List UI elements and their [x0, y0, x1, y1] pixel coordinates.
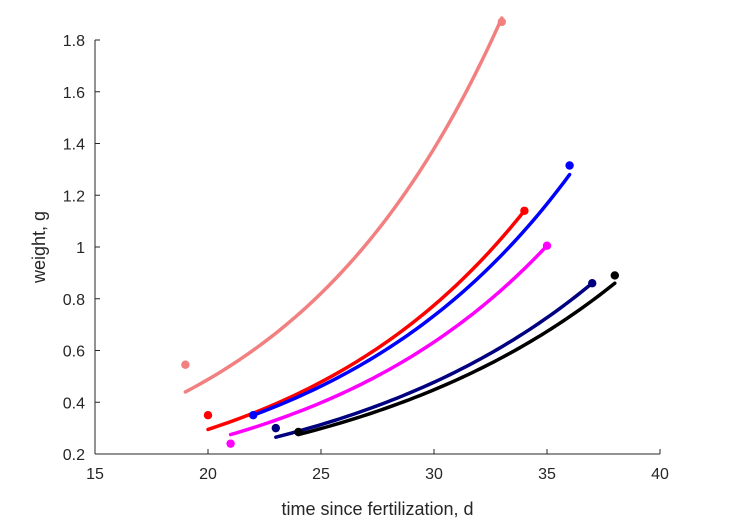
fit-curve [183, 16, 504, 394]
data-point [565, 161, 574, 170]
y-tick-label: 1.6 [63, 85, 85, 102]
y-tick-label: 1 [76, 240, 85, 257]
data-point [542, 241, 552, 250]
data-point [271, 423, 280, 433]
data-point [249, 410, 258, 420]
y-tick-label: 1.2 [63, 188, 85, 205]
series-4 [226, 241, 552, 448]
data-point [181, 360, 190, 369]
x-axis-label: time since fertilization, d [281, 499, 473, 519]
data-point [294, 427, 303, 437]
series-5 [271, 279, 597, 439]
y-tick-label: 1.4 [63, 137, 85, 154]
y-tick-label: 0.4 [63, 395, 85, 412]
fit-curve [274, 281, 594, 439]
fit-curve [228, 243, 549, 437]
series-3 [249, 161, 574, 420]
x-tick-label: 25 [312, 466, 330, 483]
x-tick-label: 20 [199, 466, 217, 483]
data-point [226, 439, 235, 448]
x-tick-label: 15 [86, 466, 104, 483]
series-1 [181, 16, 506, 394]
fit-curve [296, 281, 617, 437]
fit-curve [206, 209, 527, 432]
x-tick-label: 30 [425, 466, 443, 483]
data-point [610, 271, 619, 280]
data-point [497, 17, 506, 27]
data-point [203, 410, 213, 420]
series-2 [203, 206, 529, 432]
x-tick-label: 35 [538, 466, 556, 483]
data-point [588, 279, 597, 288]
y-tick-label: 0.8 [63, 292, 85, 309]
y-axis-label: weight, g [29, 211, 49, 284]
y-tick-label: 0.6 [63, 344, 85, 361]
y-tick-label: 1.8 [63, 33, 85, 50]
series-6 [294, 271, 619, 437]
axis-labels: time since fertilization, d weight, g [29, 211, 474, 519]
y-tick-label: 0.2 [63, 447, 85, 464]
axes: 15 20 25 30 35 40 0.2 0.4 0.6 0.8 1 1.2 1.4 1.6 1.8 [63, 33, 669, 483]
fit-curve [251, 172, 572, 417]
data-point [520, 206, 529, 215]
series-layer [181, 16, 619, 448]
x-tick-label: 40 [651, 466, 669, 483]
